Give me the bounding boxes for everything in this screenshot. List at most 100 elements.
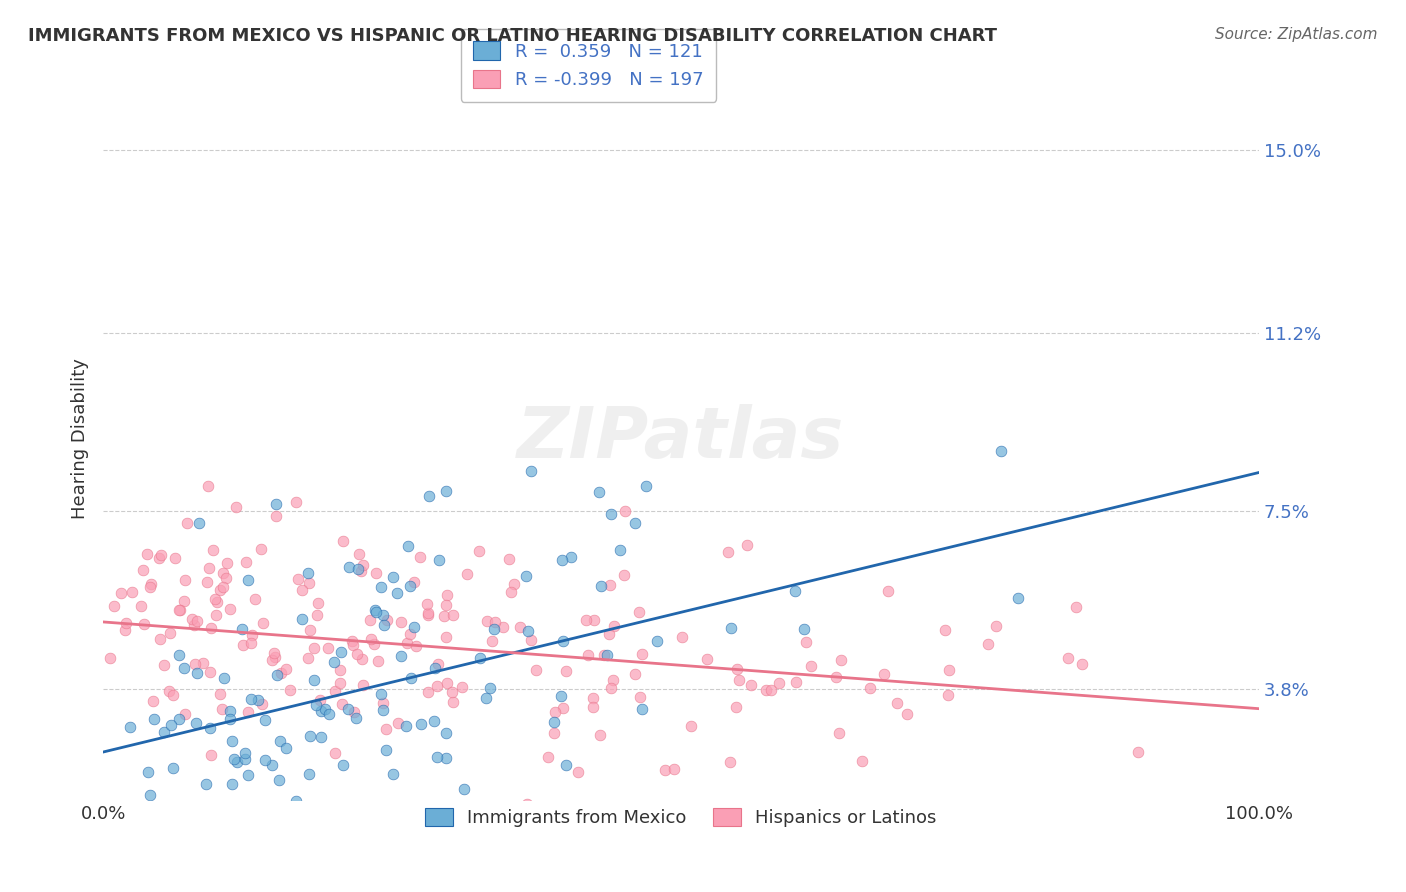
Point (636, 479, 658, 493)
Point (298, 767, 321, 781)
Point (543, 725, 565, 739)
Point (468, 544, 491, 558)
Point (332, 534, 354, 549)
Point (434, 598, 457, 612)
Point (344, 711, 367, 725)
Point (297, 651, 319, 665)
Point (783, 584, 806, 599)
Point (389, 615, 412, 629)
Point (183, 657, 205, 671)
Point (264, 497, 287, 511)
Point (516, 797, 538, 811)
Point (537, 750, 560, 764)
Point (193, 656, 215, 670)
Point (375, 722, 398, 736)
Point (600, 681, 623, 696)
Point (498, 552, 520, 566)
Point (1126, 745, 1149, 759)
Point (138, 764, 160, 779)
Point (735, 538, 758, 552)
Point (479, 681, 502, 695)
Point (434, 750, 457, 764)
Point (599, 578, 621, 592)
Text: IMMIGRANTS FROM MEXICO VS HISPANIC OR LATINO HEARING DISABILITY CORRELATION CHAR: IMMIGRANTS FROM MEXICO VS HISPANIC OR LA… (28, 27, 997, 45)
Point (416, 597, 439, 611)
Point (613, 567, 636, 582)
Point (270, 665, 292, 680)
Point (529, 828, 551, 842)
Point (197, 478, 219, 492)
Point (149, 632, 172, 647)
Point (588, 484, 610, 499)
Point (596, 648, 619, 662)
Point (305, 698, 328, 712)
Point (550, 689, 572, 703)
Point (555, 664, 578, 678)
Point (824, 670, 846, 684)
Point (623, 516, 645, 531)
Point (238, 768, 260, 782)
Point (350, 564, 373, 578)
Point (450, 680, 472, 694)
Point (434, 483, 457, 498)
Point (195, 777, 218, 791)
Point (373, 617, 395, 632)
Point (134, 616, 156, 631)
Point (159, 717, 181, 731)
Point (785, 675, 807, 690)
Point (252, 616, 274, 631)
Text: ZIPatlas: ZIPatlas (517, 404, 845, 474)
Point (343, 705, 366, 719)
Point (360, 632, 382, 646)
Point (330, 697, 353, 711)
Point (129, 599, 152, 614)
Point (434, 726, 457, 740)
Point (503, 576, 526, 591)
Point (318, 706, 340, 721)
Point (520, 633, 543, 648)
Point (267, 772, 290, 787)
Point (287, 572, 309, 586)
Point (627, 606, 650, 620)
Text: Source: ZipAtlas.com: Source: ZipAtlas.com (1215, 27, 1378, 42)
Point (647, 634, 669, 648)
Point (827, 726, 849, 740)
Point (896, 706, 918, 721)
Point (436, 675, 458, 690)
Point (240, 691, 263, 706)
Point (475, 615, 498, 629)
Point (142, 693, 165, 707)
Point (492, 620, 515, 634)
Point (198, 665, 221, 680)
Point (395, 719, 418, 733)
Point (671, 630, 693, 644)
Point (382, 767, 405, 781)
Point (416, 685, 439, 699)
Point (323, 746, 346, 760)
Point (120, 720, 142, 734)
Point (631, 647, 654, 661)
Point (484, 615, 506, 629)
Point (427, 553, 450, 567)
Point (515, 569, 537, 583)
Point (235, 747, 257, 761)
Point (98, 651, 121, 665)
Point (233, 752, 256, 766)
Point (385, 586, 408, 600)
Point (329, 676, 352, 690)
Point (364, 566, 387, 580)
Point (143, 712, 166, 726)
Point (298, 576, 321, 591)
Point (167, 712, 190, 726)
Point (416, 606, 439, 620)
Point (236, 573, 259, 587)
Point (195, 575, 218, 590)
Point (139, 580, 162, 594)
Point (720, 621, 742, 635)
Point (162, 688, 184, 702)
Point (131, 841, 153, 855)
Point (551, 553, 574, 567)
Point (409, 550, 432, 565)
Point (873, 666, 896, 681)
Point (509, 619, 531, 633)
